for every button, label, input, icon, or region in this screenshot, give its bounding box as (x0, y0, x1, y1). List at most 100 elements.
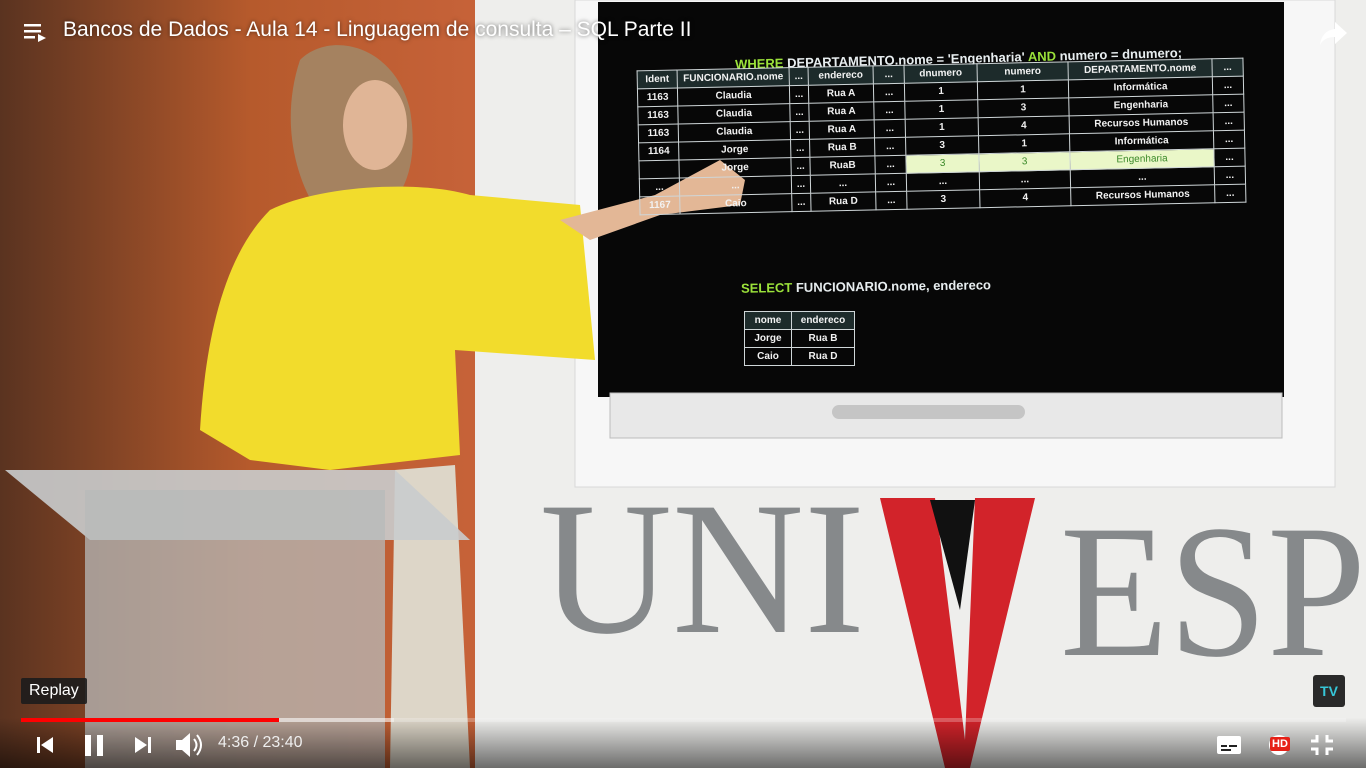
table-header: nome endereco (744, 311, 855, 330)
cell: ... (789, 103, 810, 122)
cell: Rua B (791, 329, 855, 348)
cell: ... (679, 175, 792, 196)
cell: ... (874, 155, 907, 174)
cell: Claudia (677, 103, 791, 125)
header-cell: ... (1211, 58, 1244, 77)
presenter-shirt (200, 186, 595, 470)
cell: 1 (904, 81, 978, 102)
cell: Jorge (678, 157, 792, 178)
cell: ... (873, 83, 905, 102)
cell: Rua A (808, 101, 875, 122)
header-cell: ... (873, 65, 905, 84)
cell: ... (873, 101, 906, 120)
cell: 1 (904, 99, 979, 120)
header-cell: endereco (791, 311, 855, 330)
cell: ... (875, 191, 908, 210)
share-icon[interactable] (1320, 22, 1347, 45)
cell: 3 (905, 135, 979, 156)
cell: Rua D (810, 191, 877, 212)
cell: Rua A (808, 83, 874, 104)
quality-badge: HD (1270, 737, 1290, 751)
header-cell: ... (789, 67, 809, 86)
join-table: Ident FUNCIONARIO.nome... endereco... dnume… (637, 58, 1247, 216)
cell: ... (790, 121, 810, 140)
logo-v-shape (880, 498, 1035, 768)
presenter-face (343, 80, 407, 170)
cell: Claudia (678, 121, 791, 143)
prev-button[interactable] (37, 737, 53, 753)
cell: 4 (979, 187, 1071, 208)
header-cell: FUNCIONARIO.nome (677, 67, 790, 89)
cell: 1163 (638, 124, 679, 143)
cell: RuaB (809, 155, 876, 176)
cell: 3 (977, 97, 1070, 118)
cell: ... (1213, 130, 1245, 149)
bezel-bar (832, 405, 1025, 419)
cell: ... (874, 119, 906, 138)
presenter-arm (560, 160, 745, 240)
cell: 1 (978, 133, 1070, 154)
cell: Rua D (791, 347, 855, 366)
cell: ... (1213, 112, 1245, 131)
progress-played (21, 718, 279, 722)
cell: Rua A (809, 119, 875, 140)
cell: Recursos Humanos (1070, 184, 1215, 206)
cell: ... (1212, 76, 1244, 95)
cell: ... (789, 85, 809, 104)
header-cell: Ident (637, 70, 678, 89)
cell: Caio (744, 347, 792, 366)
cell: ... (875, 173, 907, 192)
cell: ... (874, 137, 906, 156)
tooltip: Replay (21, 678, 87, 704)
cell: 3 (906, 189, 980, 210)
playlist-icon[interactable] (24, 24, 46, 42)
table-row: Caio Rua D (744, 347, 855, 366)
cell: ... (979, 169, 1071, 190)
logo-v-inner (930, 500, 975, 610)
cell: Jorge (678, 139, 791, 161)
cell: 1164 (638, 142, 679, 161)
cell: ... (810, 173, 876, 194)
cell: ... (1212, 94, 1245, 113)
cell: ... (791, 193, 812, 212)
cell: ... (1214, 166, 1246, 185)
sql-keyword: SELECT (740, 280, 793, 296)
next-button[interactable] (135, 737, 151, 753)
cell: ... (790, 139, 810, 158)
header-cell: nome (744, 311, 792, 330)
cell (638, 160, 680, 179)
cell: 4 (978, 115, 1070, 136)
video-title[interactable]: Bancos de Dados - Aula 14 - Linguagem de… (63, 18, 692, 41)
cell: 1 (977, 79, 1069, 100)
cell: 3 (978, 151, 1071, 172)
volume-button[interactable] (176, 733, 202, 757)
cell: ... (639, 177, 680, 197)
subtitles-button[interactable] (1217, 736, 1241, 754)
progress-track[interactable] (21, 718, 1346, 722)
header-cell: dnumero (904, 63, 978, 84)
cell: 1167 (639, 195, 681, 215)
cell: ... (791, 175, 811, 194)
cell: 3 (905, 153, 980, 174)
cell: ... (1214, 184, 1246, 203)
cell: Claudia (677, 85, 790, 107)
cell: Jorge (744, 329, 792, 348)
pause-button[interactable] (85, 735, 103, 756)
sql-columns: FUNCIONARIO.nome, endereco (795, 277, 992, 295)
cell: ... (906, 171, 980, 192)
cell: ... (1213, 148, 1246, 167)
cell: ... (790, 157, 811, 176)
cell: 1163 (637, 106, 679, 125)
controls-gradient (0, 600, 1366, 768)
exit-fullscreen-button[interactable] (1311, 735, 1333, 755)
channel-badge[interactable]: TV (1313, 675, 1345, 707)
table-row: Jorge Rua B (744, 329, 855, 348)
time-display: 4:36 / 23:40 (218, 734, 303, 751)
cell: 1 (905, 117, 979, 138)
header-cell: numero (976, 61, 1069, 82)
cell: Rua B (809, 137, 875, 158)
header-cell: endereco (808, 65, 874, 86)
cell: Caio (679, 193, 793, 214)
cell: 1163 (637, 88, 678, 107)
